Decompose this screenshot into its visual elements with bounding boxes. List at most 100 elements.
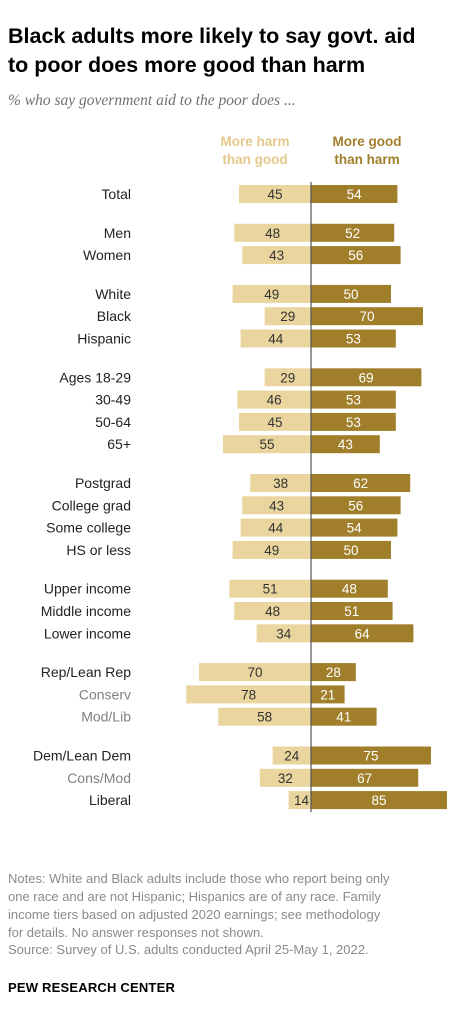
bar-more-harm [223,435,311,454]
value-more-good: 43 [338,437,353,452]
chart-notes: Notes: White and Black adults include th… [8,870,464,942]
bar-more-harm [239,412,311,431]
value-more-harm: 49 [264,287,279,302]
legend-more-good-line-1: More good [332,134,402,149]
chart-row-cons-mod: Cons/Mod 32 67 [67,768,419,787]
chart-title-line-2: to poor does more good than harm [8,53,366,77]
bar-more-good [311,579,388,598]
bar-more-harm [264,368,311,387]
value-more-harm: 38 [273,476,288,491]
value-more-harm: 29 [280,309,295,324]
row-label: Ages 18-29 [59,369,131,385]
value-more-harm: 34 [276,626,292,641]
bar-more-harm [234,223,311,242]
value-more-harm: 46 [267,393,282,408]
notes-line-4: for details. No answer responses not sho… [8,925,264,940]
chart-row-men: Men 48 52 [104,223,395,242]
chart-row-white: White 49 50 [95,284,391,303]
row-label: Black [97,308,132,324]
chart-row-women: Women 43 56 [83,246,401,265]
bar-more-good [311,246,401,265]
value-more-good: 53 [346,393,361,408]
bar-more-harm [234,602,311,620]
bar-more-good [311,390,396,409]
row-label: Liberal [89,792,131,808]
value-more-good: 85 [371,793,386,808]
chart-row-black: Black 29 70 [97,307,423,326]
chart-title: Black adults more likely to say govt. ai… [8,22,468,80]
bar-more-good [311,329,396,348]
bar-more-good [311,496,401,515]
row-label: Hispanic [77,331,131,347]
value-more-good: 53 [346,332,361,347]
row-label: Women [83,247,131,263]
row-label: Some college [46,520,131,536]
value-more-good: 54 [347,187,363,202]
value-more-harm: 32 [278,771,293,786]
value-more-harm: 29 [280,370,295,385]
row-label: 30-49 [95,392,131,408]
bar-more-good [311,474,411,492]
row-label: Postgrad [75,475,131,491]
value-more-good: 70 [359,309,374,324]
row-label: HS or less [66,542,131,558]
chart-row-liberal: Liberal 14 85 [89,791,447,810]
value-more-harm: 24 [284,749,300,764]
chart-row-30-49: 30-49 46 53 [95,390,396,409]
value-more-harm: 45 [267,187,282,202]
notes-line-3: income tiers based on adjusted 2020 earn… [8,907,381,922]
bar-more-harm [240,329,311,348]
bar-more-harm [242,246,311,265]
row-label: 65+ [107,436,131,452]
value-more-harm: 51 [263,582,278,597]
bar-more-good [311,412,396,431]
value-more-good: 67 [357,771,372,786]
value-more-good: 21 [320,687,335,702]
bar-more-harm [218,707,311,726]
chart-subtitle: % who say government aid to the poor doe… [8,92,296,109]
value-more-harm: 49 [264,543,279,558]
bar-more-good [311,185,398,203]
legend-more-harm-line-1: More harm [220,134,290,149]
value-more-harm: 43 [269,248,284,263]
notes-line-2: one race and are not Hispanic; Hispanics… [8,889,381,904]
value-more-harm: 78 [241,687,256,702]
value-more-harm: 55 [259,437,274,452]
notes-line-1: Notes: White and Black adults include th… [8,871,390,886]
bar-more-good [311,540,391,559]
bar-more-harm [264,307,311,326]
value-more-good: 69 [359,370,374,385]
value-more-good: 56 [348,248,363,263]
row-label: Total [101,186,131,202]
value-more-good: 50 [343,287,358,302]
bar-more-good [311,707,377,726]
bar-more-good [311,435,380,454]
bar-more-harm [232,284,311,303]
brand-logo-text: PEW RESEARCH CENTER [8,980,176,995]
bar-more-harm [229,579,311,598]
value-more-good: 75 [363,749,378,764]
row-label: Cons/Mod [67,770,131,786]
bar-more-good [311,368,422,387]
chart-row-conserv: Conserv 78 21 [79,685,345,704]
bar-more-harm [232,540,311,559]
chart-row-hs-or-less: HS or less 49 50 [66,540,391,559]
chart-title-line-1: Black adults more likely to say govt. ai… [8,24,416,48]
legend-more-harm-line-2: than good [222,152,288,167]
row-label: Mod/Lib [81,709,131,725]
row-label: Dem/Lean Dem [33,748,131,764]
value-more-good: 62 [353,476,368,491]
legend-more-good-line-2: than harm [334,152,400,167]
chart-row-50-64: 50-64 45 53 [95,412,396,431]
bar-more-harm [272,746,311,765]
bar-more-harm [239,185,311,203]
legend-more-harm: More harm than good [200,133,310,169]
bar-more-harm [256,624,311,643]
value-more-harm: 70 [247,665,262,680]
bar-more-harm [250,474,311,492]
bar-more-harm [199,663,311,682]
row-label: Middle income [41,603,131,619]
value-more-good: 41 [336,710,351,725]
bar-more-good [311,602,393,620]
bar-more-good [311,223,395,242]
